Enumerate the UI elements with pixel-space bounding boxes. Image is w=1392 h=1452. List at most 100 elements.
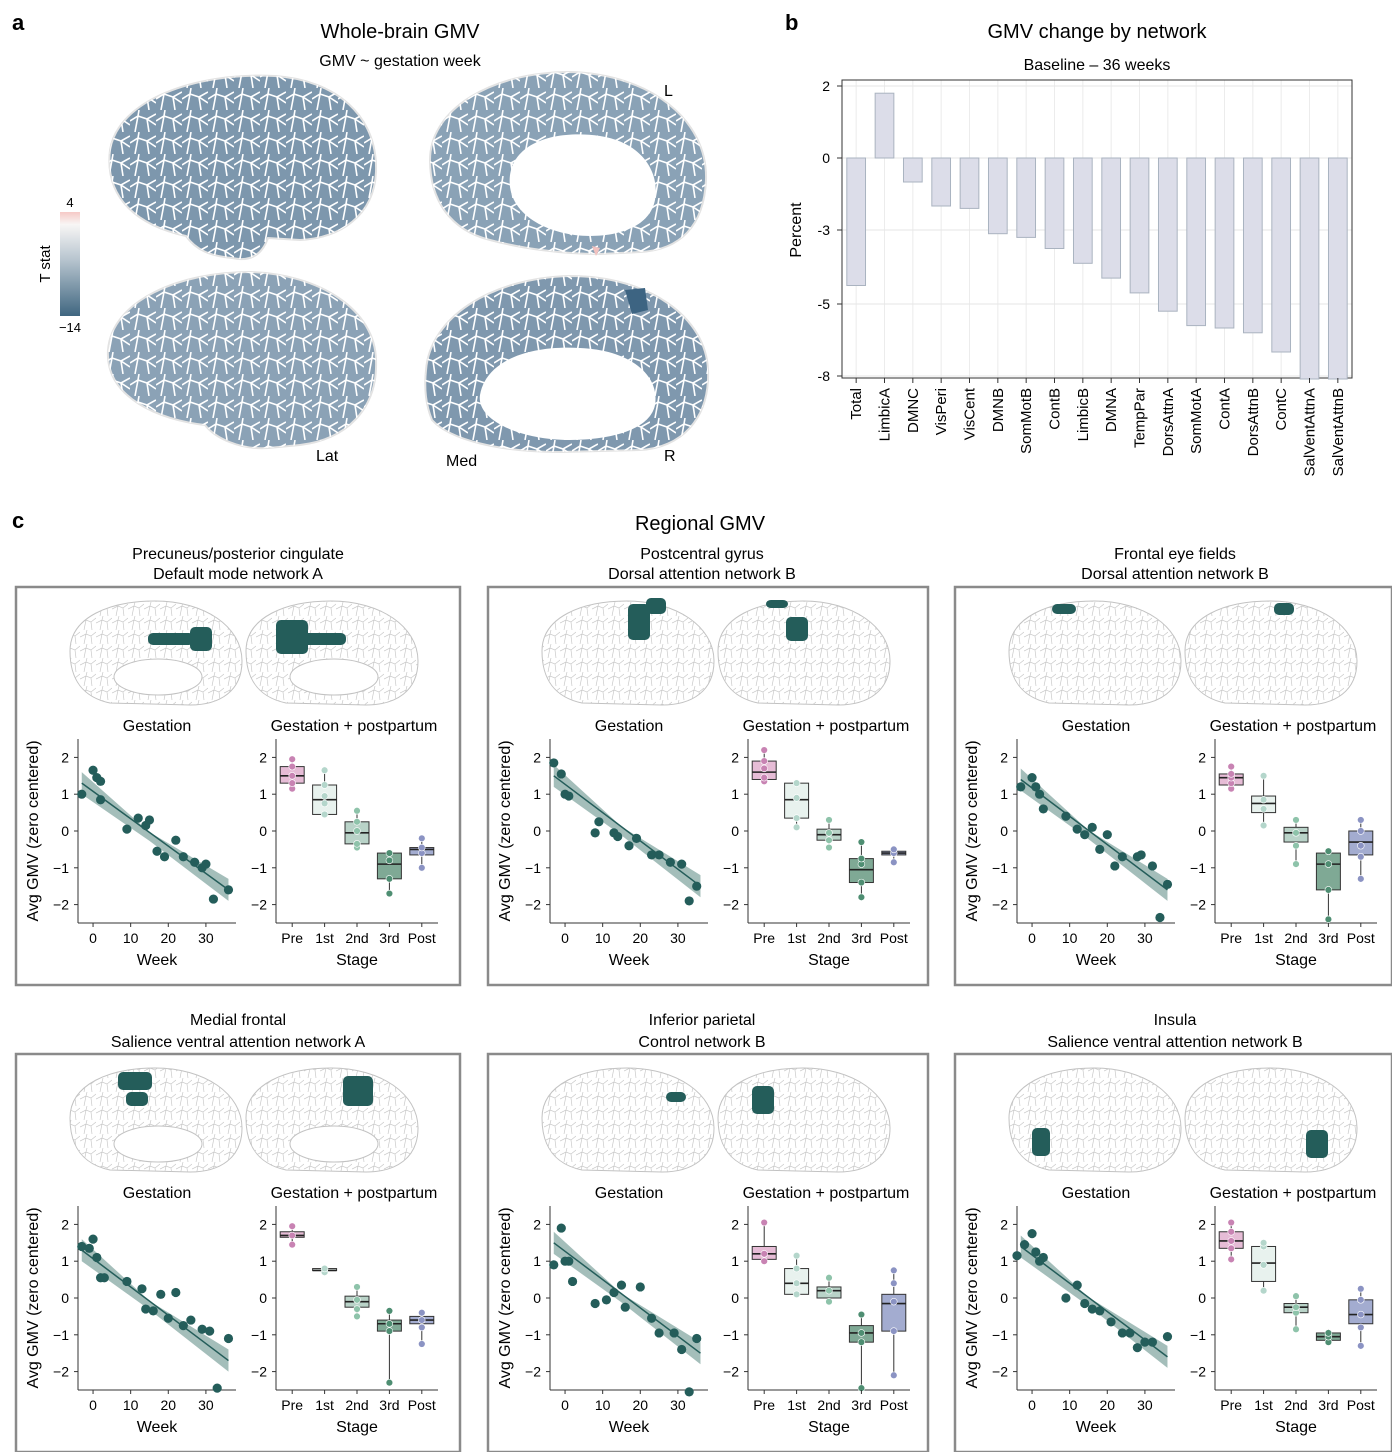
bar [1101, 157, 1122, 279]
bar [987, 157, 1008, 235]
scatter-xlabel: Week [137, 952, 179, 969]
bar-xtick-label: TempPar [1132, 388, 1149, 448]
bar [1242, 157, 1263, 334]
box-xtick-label: 2nd [345, 1397, 368, 1413]
region-name: Precuneus/posterior cingulate [132, 546, 344, 563]
scatter-point [1095, 1306, 1105, 1316]
box-xtick-label: Pre [1220, 1397, 1242, 1413]
scatter-point [1016, 782, 1026, 792]
box-point [760, 1257, 768, 1265]
box-ytick-label: −1 [723, 1327, 739, 1343]
box-ytick-label: −2 [723, 897, 739, 913]
panel-c-title: Regional GMV [635, 513, 766, 535]
scatter-point [1038, 1252, 1048, 1263]
box-point [890, 1327, 898, 1335]
scatter-point [677, 1344, 687, 1355]
box-point [1357, 1342, 1365, 1350]
scatter-point [190, 857, 200, 867]
box-point [288, 1231, 296, 1240]
box-point [890, 858, 898, 866]
scatter-point [590, 1298, 600, 1309]
box-point [1292, 1303, 1300, 1311]
scatter-point [1147, 1337, 1158, 1347]
bar [931, 157, 952, 207]
bar [1271, 157, 1292, 353]
scatter-ytick-label: 0 [533, 823, 541, 839]
box-xtick-label: Post [1347, 930, 1375, 946]
scatter-ytick-label: −2 [992, 1364, 1008, 1380]
scatter-subtitle: Gestation [1062, 1185, 1130, 1202]
scatter-ytick-label: −2 [53, 1364, 69, 1380]
box-body [1315, 852, 1341, 891]
highlighted-region [126, 1092, 148, 1106]
box-point [825, 1286, 833, 1295]
scatter-xtick-label: 0 [561, 930, 569, 946]
scatter-point [620, 1302, 630, 1312]
scatter-xtick-label: 30 [1137, 930, 1153, 946]
scatter-point [1072, 1280, 1082, 1290]
scatter-xtick-label: 10 [1062, 930, 1078, 946]
scatter-xtick-label: 0 [1028, 1397, 1036, 1413]
fit-line [553, 775, 701, 887]
scatter-point [152, 846, 162, 856]
fit-line [81, 782, 229, 891]
scatter-point [92, 1252, 102, 1263]
bar-ytick-label: -3 [818, 222, 831, 238]
box-ytick-label: 0 [731, 1290, 739, 1306]
box-xtick-label: 1st [315, 930, 334, 946]
brain-medial-wall [113, 1125, 203, 1163]
box-xtick-label: 2nd [1284, 1397, 1307, 1413]
box-subtitle: Gestation + postpartum [271, 1185, 438, 1202]
scatter-point [556, 769, 566, 779]
bar [959, 157, 980, 209]
scatter-ytick-label: 0 [61, 1290, 69, 1306]
box-point [1227, 1228, 1235, 1236]
scatter-subtitle: Gestation [1062, 718, 1130, 735]
box-point [825, 829, 833, 837]
scatter-point [197, 1324, 207, 1334]
box-xtick-label: Post [880, 930, 908, 946]
scatter-point [1162, 879, 1173, 889]
brain-left-medial [428, 70, 708, 256]
box-point [320, 1264, 329, 1273]
scatter-point [171, 1287, 181, 1298]
highlighted-region [752, 1086, 774, 1114]
view-label-r: R [664, 448, 676, 465]
scatter-xtick-label: 10 [595, 1397, 611, 1413]
box-point [385, 1320, 394, 1328]
scatter-point [1034, 789, 1045, 799]
box-xtick-label: 2nd [817, 1397, 840, 1413]
box-point [288, 779, 296, 787]
box-point [792, 1251, 801, 1260]
box-point [353, 1312, 361, 1321]
box-subtitle: Gestation + postpartum [271, 718, 438, 735]
box-point [857, 854, 866, 863]
scatter-subtitle: Gestation [595, 1185, 663, 1202]
scatter-ylabel: Avg GMV (zero centered) [497, 740, 514, 921]
scatter-point [1027, 1229, 1037, 1239]
scatter-point [1147, 861, 1158, 871]
scatter-point [148, 1306, 158, 1316]
box-point [1292, 842, 1300, 850]
box-point [353, 1283, 361, 1291]
scatter-point [635, 1282, 645, 1292]
bar-ytick-label: 2 [822, 78, 830, 94]
box-ytick-label: 0 [259, 823, 267, 839]
scatter-ytick-label: −1 [525, 860, 541, 876]
view-label-lat: Lat [316, 448, 339, 465]
box-point [1357, 842, 1365, 850]
bar [1214, 157, 1235, 329]
box-ytick-label: 1 [1198, 786, 1206, 802]
box-point [418, 1309, 426, 1317]
scatter-point [1072, 824, 1082, 834]
scatter-point [567, 1276, 578, 1287]
box-point [1259, 805, 1268, 813]
box-point [792, 1290, 801, 1299]
highlighted-region [296, 633, 346, 645]
region-frame [486, 585, 930, 987]
panel-b-subtitle: Baseline – 36 weeks [1024, 57, 1171, 74]
box-ytick-label: 0 [1198, 823, 1206, 839]
region-panel: Insula Salience ventral attention network… [953, 1012, 1392, 1452]
scatter-point [1106, 1317, 1116, 1327]
bar-xtick-label: LimbicA [877, 388, 894, 441]
